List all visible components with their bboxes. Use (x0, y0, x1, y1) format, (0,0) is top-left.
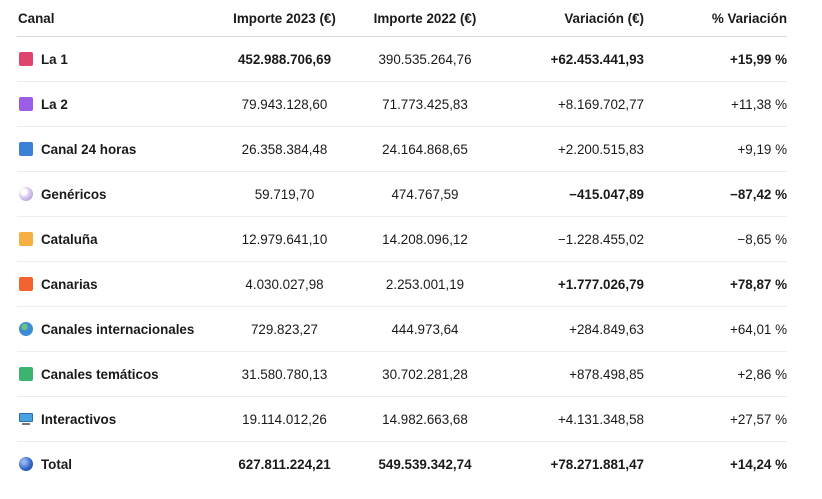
orange-square-icon (19, 231, 33, 246)
red-orange-square-icon (19, 276, 33, 291)
importe-2023-cell: 452.988.706,69 (217, 36, 352, 82)
channel-name: Total (41, 456, 72, 472)
pct-variacion-cell: +14,24 % (730, 456, 787, 472)
channel-cell: Total (17, 442, 217, 487)
channel-cell: La 2 (17, 81, 217, 127)
pct-variacion-cell: +15,99 % (644, 36, 787, 82)
variacion-cell: +78.271.881,47 (550, 456, 644, 472)
variacion-cell: +1.777.026,79 (498, 261, 644, 307)
importe-2022-cell: 14.982.663,68 (352, 396, 498, 442)
importe-2022-cell: 2.253.001,19 (352, 261, 498, 307)
table-row-total: Total 627.811.224,21 549.539.342,74 +78.… (17, 442, 787, 487)
channel-cell: Canal 24 horas (17, 126, 217, 172)
pct-variacion-cell: +2,86 % (644, 351, 787, 397)
importe-2023-cell: 19.114.012,26 (217, 396, 352, 442)
pct-variacion-cell: −87,42 % (644, 171, 787, 217)
variacion-cell: +62.453.441,93 (498, 36, 644, 82)
table-row: La 1 452.988.706,69 390.535.264,76 +62.4… (17, 36, 787, 82)
channel-name: Canal 24 horas (41, 141, 137, 157)
pct-variacion-cell: −8,65 % (644, 216, 787, 262)
importe-2023-cell: 26.358.384,48 (217, 126, 352, 172)
importe-2023-cell: 79.943.128,60 (217, 81, 352, 127)
pct-variacion-cell: +27,57 % (644, 396, 787, 442)
variacion-cell: −1.228.455,02 (498, 216, 644, 262)
table-row: Cataluña 12.979.641,10 14.208.096,12 −1.… (17, 216, 787, 262)
channel-name: Canarias (41, 276, 98, 292)
importe-2023-cell: 12.979.641,10 (217, 216, 352, 262)
importe-2022-cell: 390.535.264,76 (352, 36, 498, 82)
channel-cell: Cataluña (17, 216, 217, 262)
channel-name: Canales internacionales (41, 321, 195, 337)
importe-2022-cell: 14.208.096,12 (352, 216, 498, 262)
pink-square-icon (19, 51, 33, 66)
channel-cell: La 1 (17, 36, 217, 82)
channel-cell: Interactivos (17, 396, 217, 442)
channel-name: Cataluña (41, 231, 98, 247)
globe-icon (19, 321, 33, 336)
green-square-icon (19, 366, 33, 381)
table-row: Canarias 4.030.027,98 2.253.001,19 +1.77… (17, 261, 787, 307)
channel-cell: Canales temáticos (17, 351, 217, 397)
header-row: Canal Importe 2023 (€) Importe 2022 (€) … (17, 0, 787, 37)
importe-2023-cell: 627.811.224,21 (238, 456, 331, 472)
blue-circle-icon (19, 456, 33, 471)
header-importe-2022: Importe 2022 (€) (352, 0, 498, 37)
table-header: Canal Importe 2023 (€) Importe 2022 (€) … (17, 0, 787, 37)
channel-cell: Canales internacionales (17, 306, 217, 352)
header-pct-variacion: % Variación (644, 0, 787, 37)
variacion-cell: +8.169.702,77 (498, 81, 644, 127)
importe-2023-cell: 729.823,27 (217, 306, 352, 352)
importe-2022-cell: 444.973,64 (352, 306, 498, 352)
channel-name: La 1 (41, 51, 68, 67)
lavender-circle-icon (19, 186, 33, 201)
importe-2022-cell: 71.773.425,83 (352, 81, 498, 127)
table-row: Genéricos 59.719,70 474.767,59 −415.047,… (17, 171, 787, 217)
importe-2023-cell: 59.719,70 (217, 171, 352, 217)
importe-2022-cell: 549.539.342,74 (378, 456, 472, 472)
channel-name: Canales temáticos (41, 366, 159, 382)
table-row: Canales internacionales 729.823,27 444.9… (17, 306, 787, 352)
importe-2023-cell: 31.580.780,13 (217, 351, 352, 397)
variacion-cell: −415.047,89 (498, 171, 644, 217)
header-variacion: Variación (€) (498, 0, 644, 37)
channel-revenue-table: Canal Importe 2023 (€) Importe 2022 (€) … (17, 0, 787, 486)
table-body: La 1 452.988.706,69 390.535.264,76 +62.4… (17, 36, 787, 487)
table-row: La 2 79.943.128,60 71.773.425,83 +8.169.… (17, 81, 787, 127)
importe-2022-cell: 30.702.281,28 (352, 351, 498, 397)
variacion-cell: +2.200.515,83 (498, 126, 644, 172)
importe-2022-cell: 24.164.868,65 (352, 126, 498, 172)
channel-cell: Genéricos (17, 171, 217, 217)
purple-square-icon (19, 96, 33, 111)
table-row: Canal 24 horas 26.358.384,48 24.164.868,… (17, 126, 787, 172)
variacion-cell: +878.498,85 (498, 351, 644, 397)
variacion-cell: +4.131.348,58 (498, 396, 644, 442)
channel-name: Genéricos (41, 186, 107, 202)
table-row: Interactivos 19.114.012,26 14.982.663,68… (17, 396, 787, 442)
pct-variacion-cell: +78,87 % (644, 261, 787, 307)
table-row: Canales temáticos 31.580.780,13 30.702.2… (17, 351, 787, 397)
computer-monitor-icon (19, 412, 33, 425)
pct-variacion-cell: +64,01 % (644, 306, 787, 352)
channel-name: Interactivos (41, 411, 117, 427)
header-importe-2023: Importe 2023 (€) (217, 0, 352, 37)
channel-cell: Canarias (17, 261, 217, 307)
importe-2022-cell: 474.767,59 (352, 171, 498, 217)
pct-variacion-cell: +11,38 % (644, 81, 787, 127)
blue-square-icon (19, 141, 33, 156)
importe-2023-cell: 4.030.027,98 (217, 261, 352, 307)
variacion-cell: +284.849,63 (498, 306, 644, 352)
header-canal: Canal (17, 0, 217, 37)
pct-variacion-cell: +9,19 % (644, 126, 787, 172)
channel-name: La 2 (41, 96, 68, 112)
